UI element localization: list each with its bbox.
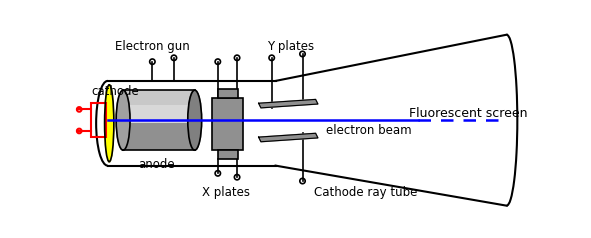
Bar	[123, 90, 194, 150]
Text: Y plates: Y plates	[267, 40, 314, 53]
Bar	[218, 150, 238, 159]
Text: Electron gun: Electron gun	[115, 40, 190, 53]
Bar	[218, 89, 238, 98]
Text: anode: anode	[138, 158, 174, 171]
Text: Fluorescent screen: Fluorescent screen	[409, 107, 527, 120]
Ellipse shape	[116, 90, 130, 150]
Polygon shape	[259, 99, 318, 108]
Ellipse shape	[188, 90, 202, 150]
Polygon shape	[259, 133, 318, 142]
Text: electron beam: electron beam	[326, 124, 411, 138]
Bar	[91, 103, 106, 137]
Text: Cathode ray tube: Cathode ray tube	[314, 186, 417, 199]
Text: X plates: X plates	[202, 186, 249, 199]
Ellipse shape	[105, 85, 114, 162]
Bar	[123, 105, 194, 123]
Bar	[212, 98, 243, 150]
Bar	[123, 90, 194, 105]
Text: cathode: cathode	[92, 85, 139, 98]
